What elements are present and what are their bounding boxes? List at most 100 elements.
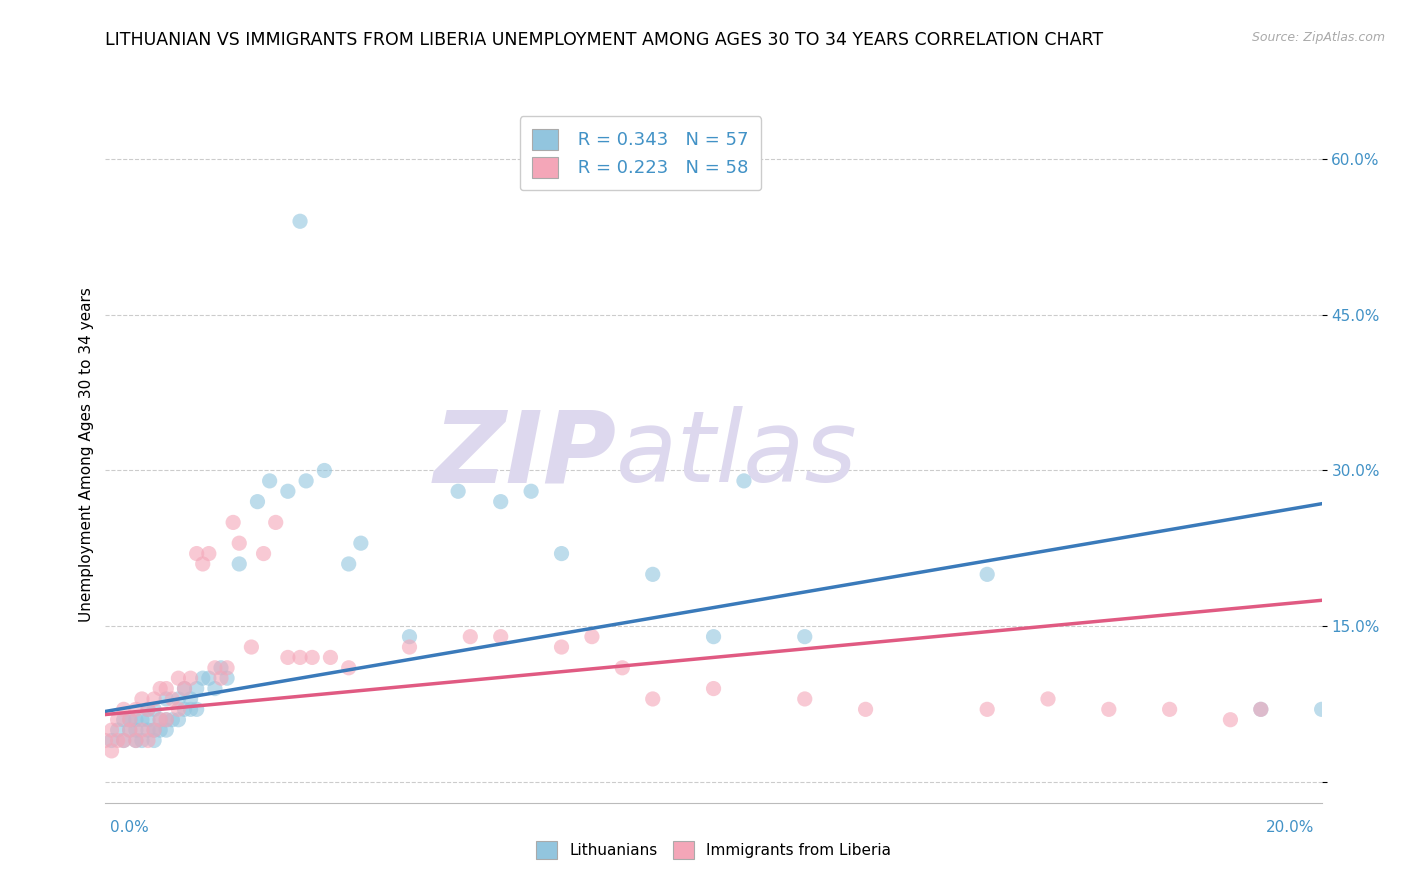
Point <box>1036 692 1059 706</box>
Point <box>277 650 299 665</box>
Point <box>1098 702 1121 716</box>
Point <box>217 671 239 685</box>
Point <box>112 733 135 747</box>
Point <box>100 723 122 738</box>
Text: 20.0%: 20.0% <box>1267 821 1315 835</box>
Point <box>855 702 877 716</box>
Point <box>581 630 603 644</box>
Point <box>612 661 634 675</box>
Legend: Lithuanians, Immigrants from Liberia: Lithuanians, Immigrants from Liberia <box>530 835 897 864</box>
Point <box>204 681 226 696</box>
Point <box>118 713 141 727</box>
Point <box>793 692 815 706</box>
Point <box>198 547 221 561</box>
Text: atlas: atlas <box>616 407 858 503</box>
Point <box>733 474 755 488</box>
Point <box>793 630 815 644</box>
Point <box>143 733 166 747</box>
Point <box>162 713 184 727</box>
Point <box>107 733 129 747</box>
Point <box>100 744 122 758</box>
Point <box>337 661 360 675</box>
Point <box>136 702 159 716</box>
Point <box>155 713 177 727</box>
Point <box>1159 702 1181 716</box>
Point <box>259 474 281 488</box>
Point <box>976 702 998 716</box>
Point <box>131 723 153 738</box>
Point <box>641 567 664 582</box>
Text: 0.0%: 0.0% <box>110 821 149 835</box>
Point <box>209 661 232 675</box>
Point <box>173 702 195 716</box>
Point <box>167 671 190 685</box>
Point <box>217 661 239 675</box>
Point <box>314 463 336 477</box>
Point <box>131 692 153 706</box>
Point <box>228 557 250 571</box>
Point <box>186 547 208 561</box>
Point <box>112 713 135 727</box>
Point <box>112 733 135 747</box>
Point <box>252 547 274 561</box>
Point <box>288 214 311 228</box>
Point <box>173 681 195 696</box>
Point <box>489 494 512 508</box>
Text: Source: ZipAtlas.com: Source: ZipAtlas.com <box>1251 31 1385 45</box>
Point <box>550 640 572 654</box>
Point <box>155 681 177 696</box>
Point <box>1250 702 1272 716</box>
Point <box>295 474 318 488</box>
Point <box>520 484 543 499</box>
Point <box>136 713 159 727</box>
Point <box>125 723 148 738</box>
Point <box>191 557 214 571</box>
Point <box>198 671 221 685</box>
Point <box>1250 702 1272 716</box>
Point <box>143 723 166 738</box>
Point <box>447 484 470 499</box>
Point <box>702 681 725 696</box>
Point <box>167 702 190 716</box>
Point <box>180 671 202 685</box>
Point <box>246 494 269 508</box>
Point <box>118 723 141 738</box>
Point <box>131 713 153 727</box>
Point <box>173 681 195 696</box>
Point <box>149 713 172 727</box>
Point <box>209 671 232 685</box>
Point <box>155 723 177 738</box>
Point <box>288 650 311 665</box>
Text: ZIP: ZIP <box>433 407 616 503</box>
Point <box>100 733 122 747</box>
Point <box>550 547 572 561</box>
Point <box>118 713 141 727</box>
Point <box>319 650 342 665</box>
Point <box>167 692 190 706</box>
Point <box>136 702 159 716</box>
Point <box>1219 713 1241 727</box>
Y-axis label: Unemployment Among Ages 30 to 34 years: Unemployment Among Ages 30 to 34 years <box>79 287 94 623</box>
Point <box>125 702 148 716</box>
Point <box>155 692 177 706</box>
Point <box>131 733 153 747</box>
Point <box>167 713 190 727</box>
Point <box>264 516 287 530</box>
Point <box>702 630 725 644</box>
Point <box>240 640 263 654</box>
Point <box>125 733 148 747</box>
Point <box>149 681 172 696</box>
Point <box>180 692 202 706</box>
Point <box>162 692 184 706</box>
Point <box>143 702 166 716</box>
Point <box>337 557 360 571</box>
Point <box>186 681 208 696</box>
Point <box>107 723 129 738</box>
Point <box>204 661 226 675</box>
Point <box>180 702 202 716</box>
Point <box>155 713 177 727</box>
Point <box>191 671 214 685</box>
Point <box>301 650 323 665</box>
Point <box>350 536 373 550</box>
Point <box>489 630 512 644</box>
